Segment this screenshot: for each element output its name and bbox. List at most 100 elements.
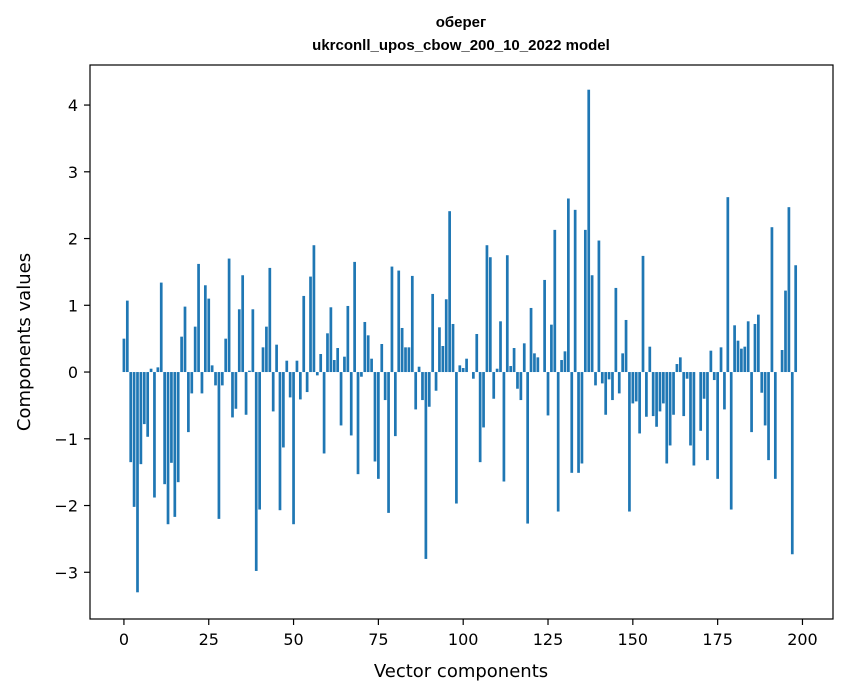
bar [563,351,567,373]
bar [729,372,733,510]
bar [414,372,418,410]
bar [417,366,421,373]
bar [397,270,401,373]
bar [472,372,475,379]
bar [176,372,180,483]
bar [706,372,709,461]
bar [767,372,770,461]
bar [187,372,190,433]
bar [431,293,435,373]
bar [726,197,730,373]
x-axis-label: Vector components [374,661,548,682]
bar [241,275,245,373]
bar [363,321,367,373]
bar [353,261,356,373]
bar [512,348,516,373]
bar [536,357,540,373]
bar [424,372,428,559]
bar [366,335,370,373]
bar [675,364,679,373]
bar [499,321,502,373]
bar [288,372,292,398]
bar [763,372,767,426]
bar [533,353,536,373]
bar [550,324,553,373]
bar [784,290,787,373]
bar [668,372,672,446]
bar [482,372,485,428]
x-tick-label: 200 [787,630,818,649]
bar [265,326,268,373]
bar [360,372,363,377]
bar [597,240,601,373]
x-tick-label: 150 [618,630,649,649]
bar [254,372,258,571]
bar [719,347,723,373]
bar [743,346,747,373]
bar [672,372,675,415]
bar [465,358,468,373]
bar [658,372,662,412]
bar [197,263,200,373]
y-tick-label: 0 [68,363,78,382]
bar [648,346,652,373]
bar [214,372,217,386]
bar [621,353,625,373]
bar [200,372,204,394]
bar [149,368,153,373]
bar [180,336,183,373]
bar [383,372,387,401]
bar [740,348,743,373]
bar [427,372,431,407]
bar [234,372,238,409]
bar [716,372,719,479]
bar [614,287,618,373]
bar [203,285,207,373]
bar [156,367,160,373]
bar [492,372,496,399]
y-axis-label: Components values [14,253,35,431]
bar [434,372,438,391]
bar [343,356,346,373]
bar [163,372,166,485]
bar [322,372,326,454]
bar [448,211,451,373]
x-tick-label: 50 [283,630,303,649]
bar [760,372,764,393]
bar [790,372,794,555]
y-tick-label: −2 [54,497,78,516]
bar [390,266,394,373]
bar [153,372,156,498]
y-tick-label: 3 [68,163,78,182]
bar [217,372,221,519]
bar [583,229,587,373]
bar [227,258,231,373]
bar [380,344,384,373]
bar [682,372,686,417]
bar [709,350,713,373]
bar [478,372,482,463]
bar [332,360,336,373]
y-tick-label: 2 [68,230,78,249]
bar [794,265,798,373]
bar [166,372,170,525]
bar [387,372,390,513]
bar [407,347,411,373]
chart-title-line-1: оберег [436,14,487,31]
bar [298,372,302,400]
bar [546,372,550,416]
bar [689,372,692,446]
bar [339,372,343,426]
bar [590,275,594,373]
bar [251,309,255,373]
bar [516,372,519,389]
bar [641,255,645,373]
bar [712,372,716,381]
bar [617,372,621,394]
bar [475,333,479,373]
bar [655,372,658,427]
bar [349,372,353,436]
bar [522,343,526,373]
bar [746,321,750,373]
